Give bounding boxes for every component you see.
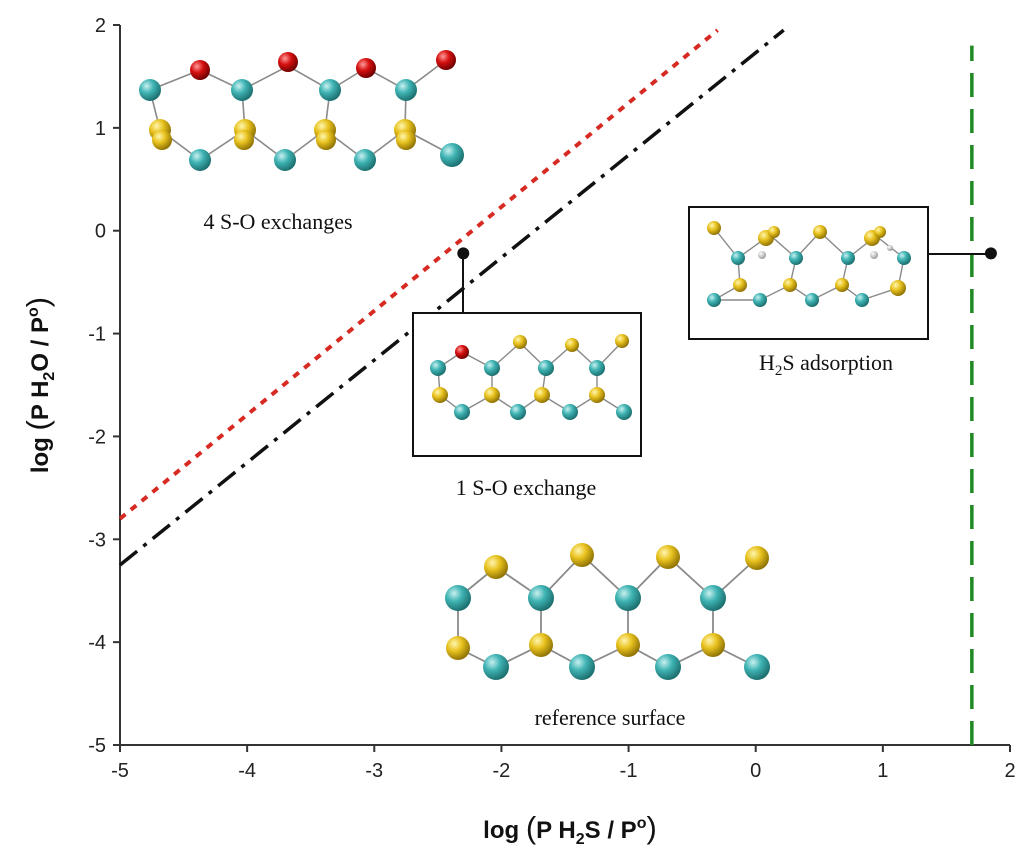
markers: [457, 247, 997, 260]
structure-h2s-adsorption: [688, 206, 988, 340]
x-axis-title: log (P H2S / Po): [483, 810, 657, 848]
structure-four-exchange: [139, 50, 464, 171]
x-tick-label: 2: [1004, 760, 1015, 782]
y-tick-label: -5: [88, 735, 106, 757]
x-tick-label: -4: [238, 760, 256, 782]
atoms: [430, 334, 632, 420]
x-tick-label: -1: [620, 760, 638, 782]
y-ticks: -5 -4 -3 -2 -1 0 1 2: [88, 15, 120, 757]
y-axis-title: log (P H2O / Po): [20, 297, 58, 473]
y-tick-label: -3: [88, 529, 106, 551]
x-tick-label: -5: [111, 760, 129, 782]
annotation-h2s-adsorption: H2S adsorption: [759, 350, 893, 379]
y-tick-label: 0: [95, 221, 106, 243]
series: [118, 28, 974, 745]
annotation-one-exchange: 1 S-O exchange: [456, 475, 597, 500]
series-line-dash-dot: [118, 28, 785, 567]
y-tick-label: -1: [88, 324, 106, 346]
x-tick-label: 1: [877, 760, 888, 782]
atoms: [707, 221, 911, 307]
y-tick-label: 2: [95, 15, 106, 37]
x-tick-label: -3: [365, 760, 383, 782]
structure-reference: [445, 543, 770, 680]
annotation-reference: reference surface: [535, 705, 686, 730]
one-exchange-marker: [457, 247, 470, 260]
atoms: [139, 50, 464, 171]
axes: [119, 25, 1010, 746]
x-tick-label: 0: [750, 760, 761, 782]
annotation-four-exchange: 4 S-O exchanges: [203, 209, 352, 234]
x-ticks: -5 -4 -3 -2 -1 0 1 2: [111, 745, 1016, 782]
y-tick-label: -2: [88, 426, 106, 448]
structure-one-exchange: [412, 254, 642, 457]
h2s-adsorption-marker: [984, 247, 997, 260]
series-line-dotted: [118, 28, 719, 521]
y-tick-label: -4: [88, 632, 106, 654]
x-tick-label: -2: [493, 760, 511, 782]
atoms: [445, 543, 770, 680]
y-tick-label: 1: [95, 118, 106, 140]
